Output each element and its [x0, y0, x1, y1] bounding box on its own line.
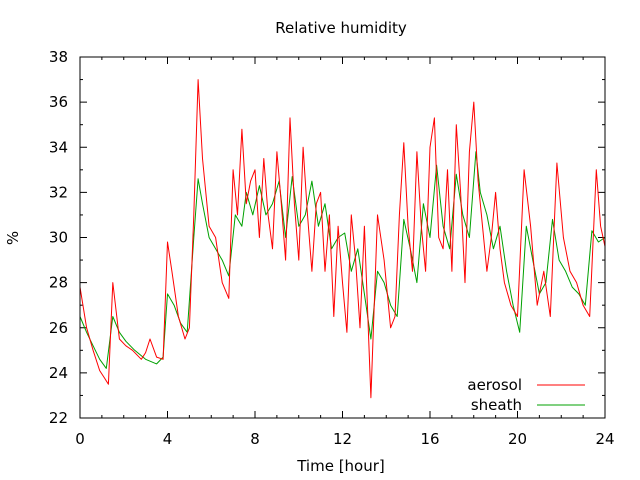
y-tick-label: 38: [49, 48, 68, 66]
axis-ticks: 0 4 8 12 16 20 24 22 24 26 28 30 32 34 36 38: [49, 48, 615, 448]
y-tick-label: 24: [49, 364, 68, 382]
series-layer: [79, 79, 606, 399]
x-tick-label: 20: [508, 430, 527, 448]
x-tick-label: 4: [163, 430, 173, 448]
y-tick-label: 30: [49, 229, 68, 247]
x-tick-label: 24: [595, 430, 614, 448]
x-axis-label: Time [hour]: [296, 457, 385, 475]
y-tick-label: 28: [49, 274, 68, 292]
y-tick-label: 32: [49, 183, 68, 201]
y-tick-label: 34: [49, 138, 68, 156]
y-tick-label: 36: [49, 93, 68, 111]
legend: aerosol sheath: [467, 376, 585, 414]
series-line-aerosol: [79, 79, 606, 399]
chart-title: Relative humidity: [275, 19, 407, 37]
y-axis-label: %: [4, 231, 22, 245]
x-tick-label: 8: [250, 430, 260, 448]
x-tick-label: 12: [333, 430, 352, 448]
y-tick-label: 26: [49, 319, 68, 337]
legend-label-sheath: sheath: [471, 396, 522, 414]
x-tick-label: 0: [75, 430, 85, 448]
plot-frame: [79, 56, 606, 419]
series-line-sheath: [79, 151, 606, 369]
x-tick-label: 16: [420, 430, 439, 448]
legend-label-aerosol: aerosol: [467, 376, 522, 394]
y-tick-label: 22: [49, 409, 68, 427]
